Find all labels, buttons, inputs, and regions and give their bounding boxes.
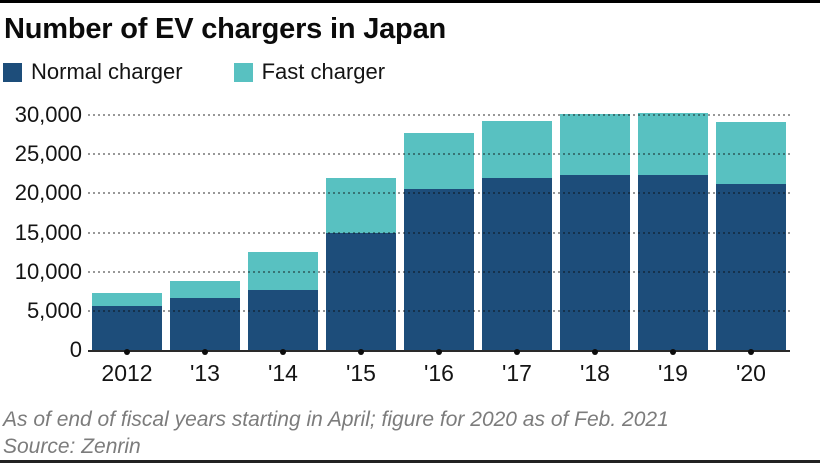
bar-group-15: [326, 178, 396, 350]
page-title: Number of EV chargers in Japan: [4, 13, 447, 45]
x-tick-label-20: '20: [736, 360, 766, 386]
legend-label-normal: Normal charger: [31, 59, 183, 84]
bar-segment-fast-2012: [92, 292, 162, 307]
x-tick-label-13: '13: [190, 360, 220, 386]
axis-tick-dot-13: [202, 349, 208, 355]
gridline-5000: [88, 309, 790, 312]
gridline-30000: [88, 114, 790, 116]
bar-group-19: [638, 113, 708, 350]
legend-item-fast-charger: Fast charger: [233, 59, 386, 85]
axis-tick-dot-19: [670, 349, 676, 355]
plot-area: [88, 110, 790, 355]
legend-item-normal-charger: Normal charger: [3, 59, 183, 85]
bar-segment-normal-14: [248, 289, 318, 350]
gridline-15000: [88, 231, 790, 234]
bar-segment-fast-14: [248, 252, 318, 290]
bar-segment-fast-15: [326, 178, 396, 233]
bar-segment-normal-17: [482, 178, 552, 350]
x-tick-label-16: '16: [424, 360, 454, 386]
gridline-20000: [88, 192, 790, 195]
y-tick-label-10000: 10,000: [14, 258, 82, 284]
axis-tick-dot-16: [436, 349, 442, 355]
x-tick-label-18: '18: [580, 360, 610, 386]
y-tick-label-20000: 20,000: [14, 180, 82, 206]
gridline-25000: [88, 153, 790, 156]
y-tick-label-0: 0: [69, 337, 82, 362]
x-tick-label-15: '15: [346, 360, 376, 386]
legend-label-fast: Fast charger: [261, 59, 386, 84]
legend: Normal charger Fast charger: [3, 59, 386, 85]
axis-tick-dot-18: [592, 349, 598, 355]
bar-group-16: [404, 133, 474, 350]
x-axis-labels: 2012 '13 '14 '15 '16 '17 '18 '19 '20: [88, 361, 790, 387]
bar-segment-normal-15: [326, 232, 396, 350]
bar-segment-normal-2012: [92, 306, 162, 350]
bar-segment-fast-13: [170, 281, 240, 298]
x-tick-label-2012: 2012: [101, 360, 153, 386]
x-tick-label-17: '17: [502, 360, 532, 386]
axis-tick-dot-20: [748, 349, 754, 355]
bar-segment-normal-20: [716, 183, 786, 350]
bar-segment-fast-20: [716, 122, 786, 184]
bar-group-20: [716, 122, 786, 350]
footer-note: As of end of fiscal years starting in Ap…: [3, 408, 669, 431]
bar-segment-fast-19: [638, 113, 708, 176]
bar-group-14: [248, 252, 318, 350]
bar-segment-normal-18: [560, 175, 630, 350]
top-rule: [0, 0, 820, 3]
axis-tick-dot-14: [280, 349, 286, 355]
bar-segment-fast-17: [482, 121, 552, 179]
footer: As of end of fiscal years starting in Ap…: [3, 406, 669, 460]
y-tick-label-15000: 15,000: [14, 219, 82, 245]
bar-group-2012: [92, 292, 162, 350]
normal-charger-swatch-icon: [3, 62, 22, 82]
y-axis-labels: 0 5,000 10,000 15,000 20,000 25,000 30,000: [0, 102, 82, 362]
x-tick-label-19: '19: [658, 360, 688, 386]
y-tick-label-30000: 30,000: [14, 102, 82, 127]
bottom-rule: [0, 460, 820, 463]
bar-segment-normal-19: [638, 175, 708, 350]
axis-tick-dot-17: [514, 349, 520, 355]
bar-segment-fast-18: [560, 114, 630, 176]
fast-charger-swatch-icon: [233, 62, 253, 82]
bar-segment-fast-16: [404, 133, 474, 189]
y-tick-label-25000: 25,000: [14, 141, 82, 167]
footer-source: Source: Zenrin: [3, 435, 141, 458]
axis-tick-dot-2012: [124, 349, 130, 355]
y-tick-label-5000: 5,000: [26, 297, 82, 323]
axis-tick-dot-15: [358, 349, 364, 355]
bar-segment-normal-13: [170, 297, 240, 350]
bar-segment-normal-16: [404, 188, 474, 350]
x-tick-label-14: '14: [268, 360, 298, 386]
gridline-10000: [88, 270, 790, 273]
bar-group-17: [482, 121, 552, 350]
bar-group-18: [560, 114, 630, 350]
bar-group-13: [170, 281, 240, 350]
